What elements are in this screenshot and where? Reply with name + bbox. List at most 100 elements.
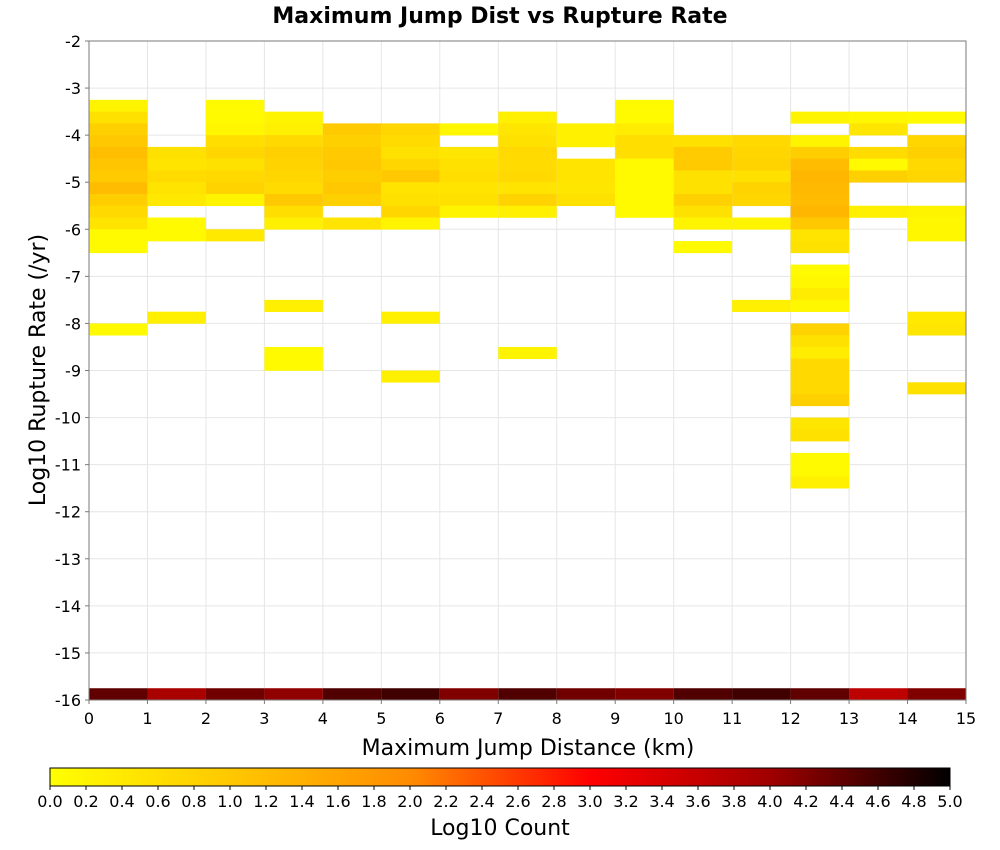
heatmap-cell — [615, 193, 674, 207]
heatmap-cell — [790, 429, 850, 442]
heatmap-cell — [615, 146, 674, 159]
heatmap-cell — [673, 170, 733, 183]
colorbar-tick-label: 2.4 — [469, 792, 494, 811]
heatmap-cell — [498, 205, 557, 218]
heatmap-cell — [381, 205, 440, 218]
colorbar-ticks: 0.0 0.2 0.4 0.6 0.8 1.0 1.2 1.4 1.6 1.8 2.0 2.2 2.4 2… — [37, 786, 963, 811]
x-tick-label: 3 — [259, 709, 269, 728]
colorbar-tick-label: 1.8 — [361, 792, 386, 811]
heatmap-cell — [498, 346, 557, 360]
heatmap-cell — [732, 158, 791, 171]
heatmap-cell — [264, 182, 323, 195]
heatmap-cell — [498, 182, 557, 195]
heatmap-cell — [907, 217, 966, 230]
heatmap-cell — [205, 135, 265, 148]
colorbar-tick-label: 0.4 — [109, 792, 134, 811]
heatmap-cell — [790, 135, 850, 148]
heatmap-cell — [556, 688, 616, 701]
heatmap-cell — [322, 158, 382, 171]
heatmap-cell — [790, 193, 850, 207]
heatmap-cell — [89, 123, 148, 136]
heatmap-cell — [89, 323, 148, 336]
y-tick-label: -14 — [55, 597, 81, 616]
heatmap-cell — [790, 476, 850, 489]
heatmap-cell — [147, 146, 206, 159]
heatmap-cell — [790, 688, 850, 701]
heatmap-cell — [381, 182, 440, 195]
heatmap-cell — [89, 229, 148, 242]
heatmap-cell — [89, 111, 148, 124]
heatmap-cell — [615, 123, 674, 136]
heatmap-cell — [849, 158, 908, 171]
colorbar-tick-label: 0.0 — [37, 792, 62, 811]
heatmap-cell — [790, 170, 850, 183]
heatmap-cell — [264, 217, 323, 230]
heatmap-cell — [439, 158, 499, 171]
heatmap-cell — [907, 170, 966, 183]
heatmap-cell — [790, 323, 850, 336]
heatmap-cell — [381, 311, 440, 324]
colorbar-tick-label: 2.6 — [505, 792, 530, 811]
heatmap-cell — [89, 182, 148, 195]
colorbar-tick-label: 0.2 — [73, 792, 98, 811]
heatmap-cell — [790, 241, 850, 254]
y-axis-ticks: -2 -3 -4 -5 -6 -7 -8 -9 -10 -11 -12 -13 -14 -15 -16 — [55, 32, 89, 710]
heatmap-cell — [907, 146, 966, 159]
y-tick-label: -5 — [65, 173, 81, 192]
heatmap-cell — [205, 123, 265, 136]
heatmap-cell — [790, 370, 850, 383]
colorbar-tick-label: 4.8 — [901, 792, 926, 811]
heatmap-cell — [673, 193, 733, 207]
heatmap-cell — [907, 158, 966, 171]
heatmap-cell — [439, 182, 499, 195]
heatmap-cell — [790, 146, 850, 159]
colorbar-label: Log10 Count — [430, 816, 570, 841]
colorbar-tick-label: 3.0 — [577, 792, 602, 811]
heatmap-cell — [790, 288, 850, 301]
x-tick-label: 2 — [201, 709, 211, 728]
heatmap-cell — [556, 123, 616, 136]
y-tick-label: -15 — [55, 644, 81, 663]
heatmap-cell — [264, 170, 323, 183]
heatmap-cell — [907, 323, 966, 336]
heatmap-cell — [498, 111, 557, 124]
heatmap-cell — [147, 170, 206, 183]
heatmap-cell — [615, 182, 674, 195]
heatmap-cell — [732, 182, 791, 195]
heatmap-cell — [264, 158, 323, 171]
heatmap-cell — [264, 146, 323, 159]
heatmap-cell — [615, 688, 674, 701]
heatmap-cell — [89, 170, 148, 183]
heatmap-cell — [790, 358, 850, 371]
heatmap-cell — [205, 158, 265, 171]
heatmap-cell — [790, 394, 850, 407]
heatmap-cell — [439, 205, 499, 218]
heatmap-cell — [732, 299, 791, 312]
heatmap-cell — [907, 205, 966, 218]
heatmap-cell — [147, 688, 206, 701]
heatmap-cell — [89, 193, 148, 207]
heatmap-cell — [322, 217, 382, 230]
y-tick-label: -11 — [55, 456, 81, 475]
heatmap-cell — [89, 99, 148, 112]
heatmap-cell — [907, 382, 966, 395]
heatmap-cell — [439, 146, 499, 159]
chart-title: Maximum Jump Dist vs Rupture Rate — [272, 4, 727, 29]
x-tick-label: 5 — [376, 709, 386, 728]
x-tick-label: 8 — [552, 709, 562, 728]
heatmap-cell — [849, 205, 908, 218]
heatmap-cell — [322, 193, 382, 207]
heatmap-cell — [498, 123, 557, 136]
heatmap-cell — [849, 111, 908, 124]
heatmap-cell — [322, 135, 382, 148]
colorbar-tick-label: 4.6 — [865, 792, 890, 811]
colorbar-tick-label: 3.2 — [613, 792, 638, 811]
heatmap-cell — [849, 123, 908, 136]
heatmap-cell — [498, 170, 557, 183]
heatmap-cell — [264, 688, 323, 701]
heatmap-cell — [381, 146, 440, 159]
heatmap-cell — [673, 217, 733, 230]
heatmap-cell — [615, 170, 674, 183]
heatmap-cell — [498, 158, 557, 171]
